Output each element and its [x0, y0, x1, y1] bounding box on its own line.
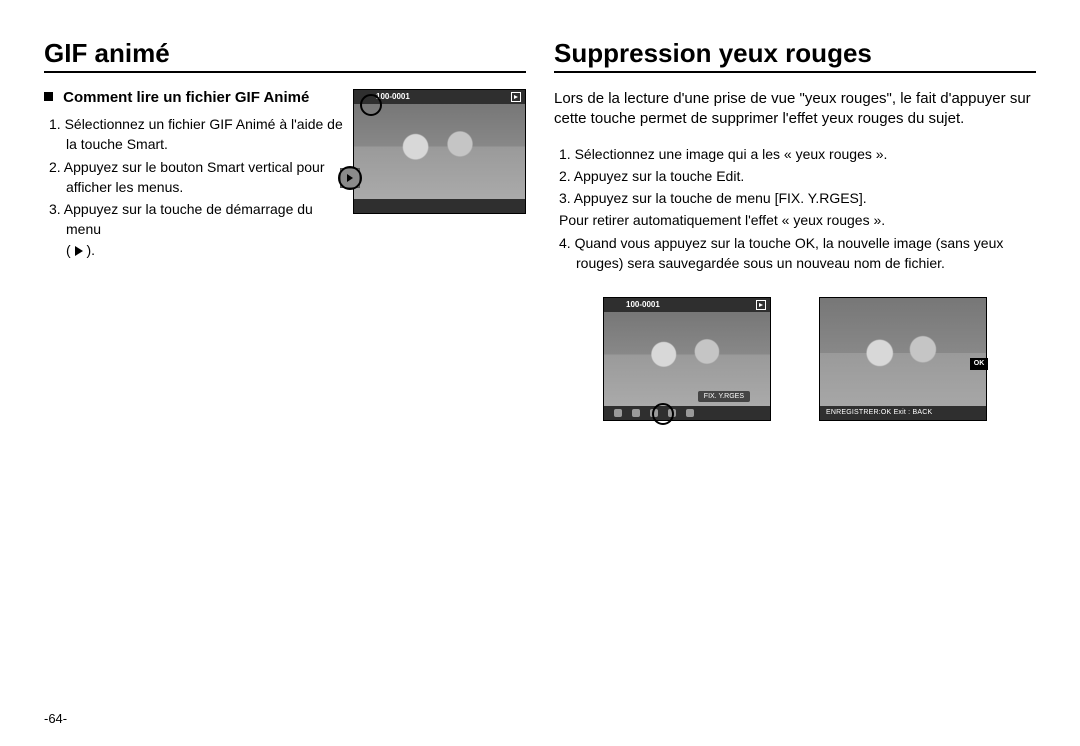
right-thumbnail-1: 100-0001 FIX. Y.RGES [603, 297, 771, 421]
left-steps-list: 1. Sélectionnez un fichier GIF Animé à l… [44, 114, 343, 260]
thumbnail-bottom-icons [610, 406, 764, 420]
highlight-circle-icon [338, 166, 362, 190]
play-triangle-icon [75, 246, 83, 256]
left-step-3: 3. Appuyez sur la touche de démarrage du… [66, 199, 343, 260]
thumbnail-ok-badge: OK [970, 358, 988, 370]
left-step-3-paren-open: ( [66, 242, 75, 258]
right-step-4: 4. Quand vous appuyez sur la touche OK, … [576, 233, 1036, 274]
left-subheading: Comment lire un fichier GIF Animé [44, 89, 343, 106]
left-section-title: GIF animé [44, 38, 526, 73]
left-thumbnail: 100-0001 [353, 89, 526, 214]
toolbar-icon [686, 409, 694, 417]
left-column: GIF animé Comment lire un fichier GIF An… [44, 38, 526, 421]
highlight-circle-icon [360, 94, 382, 116]
bullet-square-icon [44, 92, 53, 101]
left-step-1: 1. Sélectionnez un fichier GIF Animé à l… [66, 114, 343, 155]
right-step-2: 2. Appuyez sur la touche Edit. [576, 166, 1036, 186]
right-thumbnail-2: OK ENREGISTRER:OK Exit : BACK [819, 297, 987, 421]
right-section-title: Suppression yeux rouges [554, 38, 1036, 73]
page-number: -64- [44, 711, 67, 726]
left-subheading-text: Comment lire un fichier GIF Animé [63, 89, 309, 106]
thumbnail-footer-text: ENREGISTRER:OK Exit : BACK [820, 406, 986, 420]
left-step-3-paren-close: ). [83, 242, 95, 258]
left-step-2: 2. Appuyez sur le bouton Smart vertical … [66, 157, 343, 198]
toolbar-icon [632, 409, 640, 417]
thumbnail-top-bar: 100-0001 [604, 298, 770, 312]
thumbnail-menu-label: FIX. Y.RGES [698, 391, 750, 402]
left-text-block: Comment lire un fichier GIF Animé 1. Sél… [44, 89, 343, 262]
thumbnail-photo-icon [354, 104, 525, 199]
thumbnail-bottom-bar [354, 199, 525, 213]
thumbnail-bottom-bar [604, 406, 770, 420]
thumbnail-photo-icon [820, 298, 986, 420]
right-steps-list: 1. Sélectionnez une image qui a les « ye… [554, 144, 1036, 274]
highlight-circle-icon [652, 403, 674, 425]
right-step-1: 1. Sélectionnez une image qui a les « ye… [576, 144, 1036, 164]
left-step-3-text: 3. Appuyez sur la touche de démarrage du… [49, 201, 313, 237]
right-step-3b: Pour retirer automatiquement l'effet « y… [576, 210, 1036, 230]
right-step-3: 3. Appuyez sur la touche de menu [FIX. Y… [576, 188, 1036, 208]
right-thumbnails-row: 100-0001 FIX. Y.RGES [554, 297, 1036, 421]
thumbnail-file-label: 100-0001 [626, 300, 660, 309]
right-column: Suppression yeux rouges Lors de la lectu… [554, 38, 1036, 421]
right-intro-text: Lors de la lecture d'une prise de vue "y… [554, 89, 1036, 130]
thumbnail-play-icon [756, 300, 766, 310]
thumbnail-play-icon [511, 92, 521, 102]
toolbar-icon [614, 409, 622, 417]
